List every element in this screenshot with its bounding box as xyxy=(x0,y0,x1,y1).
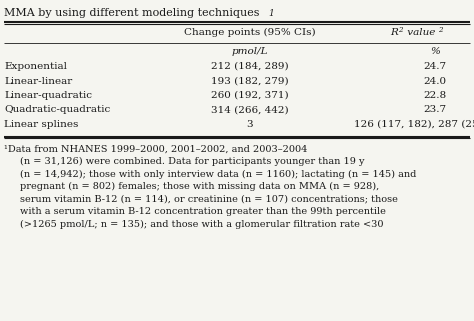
Text: 1: 1 xyxy=(268,8,274,18)
Text: R: R xyxy=(390,28,398,37)
Text: Exponential: Exponential xyxy=(4,62,67,71)
Text: Linear-quadratic: Linear-quadratic xyxy=(4,91,92,100)
Text: 2: 2 xyxy=(398,26,402,34)
Text: Quadratic-quadratic: Quadratic-quadratic xyxy=(4,106,110,115)
Text: pregnant (n = 802) females; those with missing data on MMA (n = 928),: pregnant (n = 802) females; those with m… xyxy=(20,182,379,191)
Text: pmol/L: pmol/L xyxy=(232,47,268,56)
Text: 3: 3 xyxy=(246,120,253,129)
Text: 24.7: 24.7 xyxy=(423,62,447,71)
Text: ¹Data from NHANES 1999–2000, 2001–2002, and 2003–2004: ¹Data from NHANES 1999–2000, 2001–2002, … xyxy=(4,144,307,153)
Text: with a serum vitamin B-12 concentration greater than the 99th percentile: with a serum vitamin B-12 concentration … xyxy=(20,207,386,216)
Text: 260 (192, 371): 260 (192, 371) xyxy=(211,91,289,100)
Text: serum vitamin B-12 (n = 114), or creatinine (n = 107) concentrations; those: serum vitamin B-12 (n = 114), or creatin… xyxy=(20,195,398,204)
Text: 22.8: 22.8 xyxy=(423,91,447,100)
Text: %: % xyxy=(430,47,440,56)
Text: 193 (182, 279): 193 (182, 279) xyxy=(211,76,289,85)
Text: Change points (95% CIs): Change points (95% CIs) xyxy=(184,28,316,37)
Text: 24.0: 24.0 xyxy=(423,76,447,85)
Text: 314 (266, 442): 314 (266, 442) xyxy=(211,106,289,115)
Text: (n = 14,942); those with only interview data (n = 1160); lactating (n = 145) and: (n = 14,942); those with only interview … xyxy=(20,169,416,178)
Text: 23.7: 23.7 xyxy=(423,106,447,115)
Text: Linear splines: Linear splines xyxy=(4,120,78,129)
Text: 2: 2 xyxy=(438,26,443,34)
Text: (>1265 pmol/L; n = 135); and those with a glomerular filtration rate <30: (>1265 pmol/L; n = 135); and those with … xyxy=(20,220,383,229)
Text: 212 (184, 289): 212 (184, 289) xyxy=(211,62,289,71)
Text: Linear-linear: Linear-linear xyxy=(4,76,72,85)
Text: 126 (117, 182), 287 (253, 434): 126 (117, 182), 287 (253, 434) xyxy=(354,120,474,129)
Text: MMA by using different modeling techniques: MMA by using different modeling techniqu… xyxy=(4,8,259,18)
Text: (n = 31,126) were combined. Data for participants younger than 19 y: (n = 31,126) were combined. Data for par… xyxy=(20,157,365,166)
Text: value: value xyxy=(404,28,436,37)
